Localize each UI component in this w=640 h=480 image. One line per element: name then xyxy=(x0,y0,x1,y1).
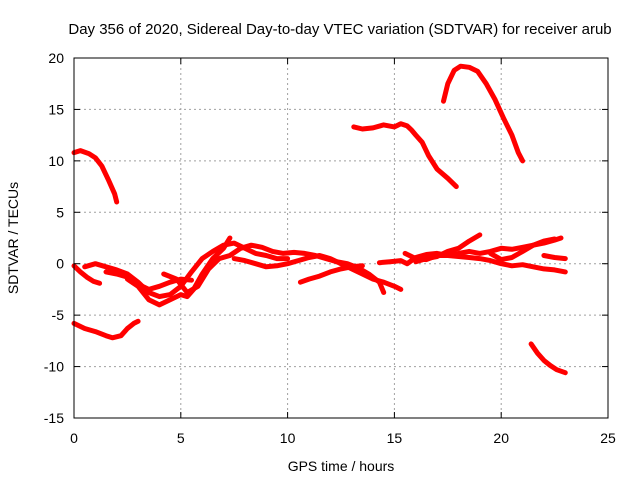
y-axis: -15 -10 -5 0 5 10 15 20 xyxy=(44,50,608,426)
y-tick-label: -5 xyxy=(52,307,65,323)
series-arc-8 xyxy=(297,263,365,285)
series-arc-17 xyxy=(528,341,568,376)
x-tick-label: 25 xyxy=(600,430,616,446)
series-arc-11 xyxy=(441,63,526,164)
series-arc-9 xyxy=(71,318,141,341)
series-arc-10 xyxy=(351,121,459,190)
x-tick-label: 20 xyxy=(493,430,509,446)
y-tick-label: 15 xyxy=(48,101,64,117)
x-tick-label: 10 xyxy=(280,430,296,446)
series-arc-15 xyxy=(488,236,558,263)
chart-title: Day 356 of 2020, Sidereal Day-to-day VTE… xyxy=(68,21,611,38)
x-tick-label: 5 xyxy=(177,430,185,446)
x-tick-label: 0 xyxy=(70,430,78,446)
series-arc-1 xyxy=(71,148,120,205)
y-tick-label: 10 xyxy=(48,153,64,169)
x-axis-label: GPS time / hours xyxy=(288,458,395,474)
series-arc-16 xyxy=(541,253,568,262)
x-axis: 0 5 10 15 20 25 xyxy=(70,58,616,446)
series-arc-5 xyxy=(124,235,233,308)
y-axis-label: SDTVAR / TECUs xyxy=(5,182,21,294)
y-tick-label: 20 xyxy=(48,50,64,66)
y-tick-label: 5 xyxy=(56,204,64,220)
plot-frame xyxy=(73,57,609,419)
y-tick-label: -10 xyxy=(44,359,64,375)
y-tick-label: -15 xyxy=(44,410,64,426)
series-arc-7 xyxy=(231,253,404,292)
y-tick-label: 0 xyxy=(56,256,64,272)
x-tick-label: 15 xyxy=(387,430,403,446)
data-series xyxy=(71,63,568,376)
series-arc-2 xyxy=(71,263,103,286)
series-arc-14 xyxy=(402,250,568,275)
